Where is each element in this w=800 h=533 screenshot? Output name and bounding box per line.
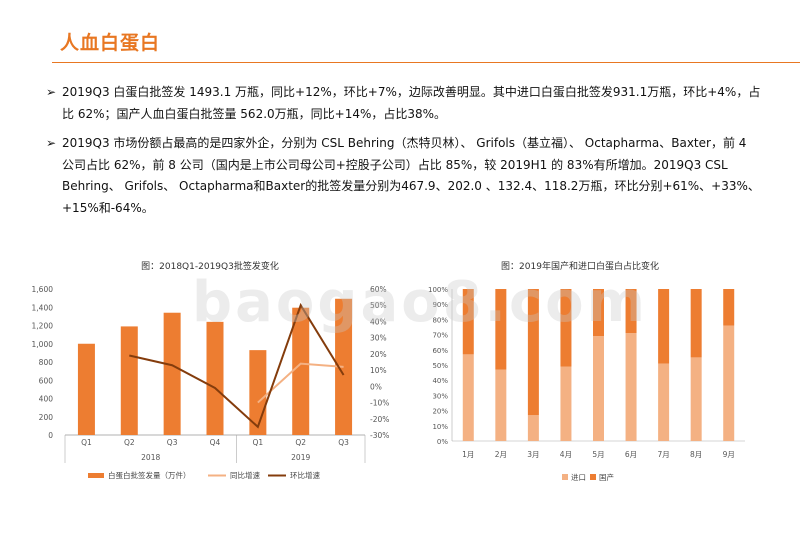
x-tick-label: Q2: [295, 438, 306, 447]
bar-segment-import: [658, 363, 670, 441]
bar-segment-domestic: [527, 289, 539, 416]
x-tick-label: 7月: [657, 450, 669, 459]
y-tick-label: 0%: [437, 438, 448, 446]
bullet-text-1: 2019Q3 白蛋白批签发 1493.1 万瓶，同比+12%，环比+7%，边际改…: [62, 85, 761, 121]
y-left-tick-label: 1,000: [32, 340, 54, 349]
bar-segment-domestic: [723, 289, 735, 326]
y-left-tick-label: 1,400: [32, 303, 54, 312]
x-tick-label: Q2: [124, 438, 135, 447]
y-right-tick-label: 0%: [370, 382, 382, 391]
y-left-tick-label: 1,200: [32, 322, 54, 331]
y-right-tick-label: 20%: [370, 350, 387, 359]
legend-label: 同比增速: [230, 470, 260, 480]
bullet-arrow-icon: ➢: [46, 85, 57, 99]
y-tick-label: 30%: [432, 392, 448, 400]
bar-segment-domestic: [593, 289, 604, 337]
y-right-tick-label: -20%: [370, 415, 389, 424]
x-tick-label: 4月: [560, 450, 572, 459]
y-left-tick-label: 1,600: [32, 285, 54, 294]
bar-issuance: [163, 312, 181, 435]
y-right-tick-label: 10%: [370, 366, 387, 375]
bullet-arrow-icon: ➢: [46, 136, 57, 150]
chart-domestic-import-share: 图：2019年国产和进口白蛋白占比变化 0% 10% 20% 30% 40% 50% 60% 7…: [428, 260, 745, 482]
x-tick-label: Q1: [253, 438, 264, 447]
chart-title: 图：2018Q1-2019Q3批签发变化: [141, 260, 279, 272]
x-tick-label: Q3: [167, 438, 178, 447]
y-tick-label: 10%: [432, 423, 448, 431]
bar-issuance: [120, 326, 138, 435]
bullet-text-2: 2019Q3 市场份额占最高的是四家外企，分别为 CSL Behring（杰特贝…: [62, 136, 760, 215]
bullet-paragraph-1: ➢ 2019Q3 白蛋白批签发 1493.1 万瓶，同比+12%，环比+7%，边…: [46, 82, 762, 125]
y-left-tick-label: 0: [48, 431, 53, 440]
x-tick-label: 5月: [592, 450, 604, 459]
bar-segment-import: [495, 369, 507, 441]
bar-segment-domestic: [625, 289, 637, 334]
bar-segment-import: [690, 357, 702, 441]
y-right-tick-label: -10%: [370, 399, 389, 408]
x-tick-label: 3月: [527, 450, 539, 459]
bullet-paragraph-2: ➢ 2019Q3 市场份额占最高的是四家外企，分别为 CSL Behring（杰…: [46, 133, 762, 219]
bar-segment-import: [560, 366, 572, 441]
chart-title: 图：2019年国产和进口白蛋白占比变化: [501, 260, 659, 272]
y-left-tick-label: 200: [39, 413, 54, 422]
y-left-tick-label: 400: [39, 395, 54, 404]
bar-issuance: [77, 343, 95, 435]
x-tick-label: 6月: [625, 450, 637, 459]
x-tick-label: Q3: [338, 438, 349, 447]
group-label: 2019: [291, 453, 310, 462]
x-tick-label: 8月: [690, 450, 702, 459]
y-right-tick-label: 50%: [370, 301, 387, 310]
bar-segment-import: [593, 336, 604, 441]
y-tick-label: 80%: [432, 316, 448, 324]
bar-issuance: [206, 321, 224, 435]
line-series: [257, 362, 344, 404]
y-tick-label: 50%: [432, 362, 448, 370]
x-tick-label: 1月: [462, 450, 474, 459]
bar-segment-import: [625, 333, 637, 441]
y-tick-label: 40%: [432, 377, 448, 385]
group-label: 2018: [141, 453, 160, 462]
y-tick-label: 20%: [432, 408, 448, 416]
bar-segment-domestic: [658, 289, 670, 364]
bar-segment-domestic: [462, 289, 474, 355]
y-tick-label: 60%: [432, 347, 448, 355]
bar-issuance: [292, 307, 310, 435]
legend-label: 进口: [571, 473, 586, 482]
legend-swatch-bar: [88, 473, 104, 478]
y-right-tick-label: -30%: [370, 431, 389, 440]
y-right-tick-label: 30%: [370, 334, 387, 343]
bar-segment-domestic: [560, 289, 572, 367]
bar-segment-import: [723, 325, 735, 441]
line-series: [129, 302, 345, 429]
x-tick-label: Q4: [210, 438, 221, 447]
y-left-tick-label: 600: [39, 376, 54, 385]
y-tick-label: 70%: [432, 332, 448, 340]
x-tick-label: 2月: [495, 450, 507, 459]
bar-segment-import: [527, 415, 539, 441]
chart-issuance-trend: 图：2018Q1-2019Q3批签发变化 0 200 400 600 800 1,000 1,…: [32, 260, 390, 480]
y-tick-label: 90%: [432, 301, 448, 309]
bar-issuance: [335, 298, 353, 435]
bar-segment-import: [462, 354, 474, 441]
title-divider: [52, 62, 800, 63]
legend-label: 国产: [599, 472, 614, 482]
x-tick-label: 9月: [723, 450, 735, 459]
y-left-tick-label: 800: [39, 358, 54, 367]
y-tick-label: 100%: [428, 286, 448, 294]
legend-label: 白蛋白批签发量（万件）: [108, 470, 191, 480]
bar-segment-domestic: [495, 289, 507, 370]
y-right-tick-label: 40%: [370, 317, 387, 326]
legend-swatch-domestic: [590, 474, 596, 480]
bar-segment-domestic: [690, 289, 702, 358]
legend-swatch-import: [562, 474, 568, 480]
y-right-tick-label: 60%: [370, 285, 387, 294]
x-tick-label: Q1: [81, 438, 92, 447]
legend-label: 环比增速: [290, 470, 320, 480]
page-title: 人血白蛋白: [60, 32, 161, 54]
